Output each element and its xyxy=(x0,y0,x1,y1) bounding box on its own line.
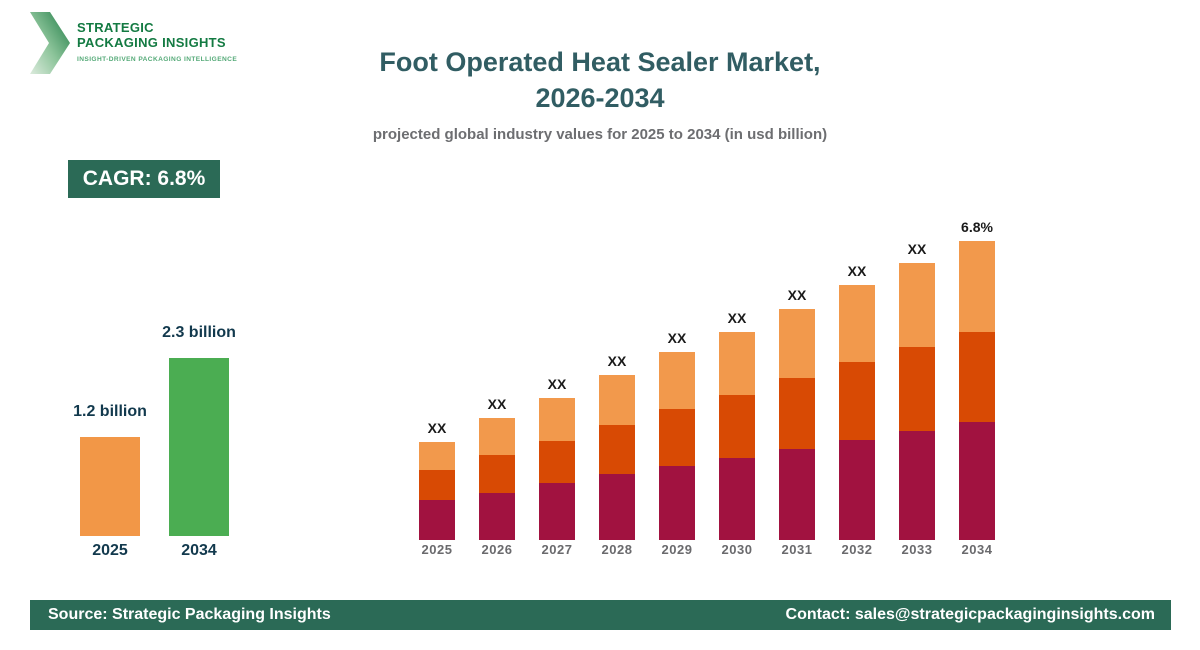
stacked-bar-segment-segment-middle xyxy=(419,470,455,500)
summary-bar-column: 1.2 billion 2025 xyxy=(73,403,147,560)
page-subtitle: projected global industry values for 202… xyxy=(372,126,828,143)
stacked-bar-value-label: XX xyxy=(667,330,687,346)
stacked-bar-segment-segment-top xyxy=(659,352,695,409)
brand-tagline: INSIGHT-DRIVEN PACKAGING INTELLIGENCE xyxy=(77,56,238,63)
stacked-bar-value-label: XX xyxy=(427,420,447,436)
stacked-bar-segment-segment-bottom xyxy=(719,458,755,540)
stacked-bar-segment-segment-middle xyxy=(599,425,635,474)
stacked-bar-segment-segment-bottom xyxy=(419,500,455,540)
summary-bar-year-label: 2034 xyxy=(181,542,217,559)
stacked-bar-segment-segment-bottom xyxy=(479,493,515,540)
summary-bar-value-label: 1.2 billion xyxy=(73,403,147,420)
stacked-bar-year-label: 2030 xyxy=(721,542,753,557)
summary-bar-year-label: 2025 xyxy=(92,542,128,559)
footer-bar: Source: Strategic Packaging Insights Con… xyxy=(30,600,1171,630)
stacked-bar-segment-segment-bottom xyxy=(599,474,635,540)
stacked-bar-year-label: 2027 xyxy=(541,542,573,557)
stacked-bar-segment-segment-bottom xyxy=(539,483,575,540)
stacked-bar-column: XX 2026 xyxy=(479,396,515,558)
stacked-bar-year-label: 2025 xyxy=(421,542,453,557)
stacked-bar-year-label: 2032 xyxy=(841,542,873,557)
brand-logo-text: STRATEGIC PACKAGING INSIGHTS INSIGHT-DRI… xyxy=(77,12,237,63)
summary-bar xyxy=(169,358,229,536)
stacked-bar-value-label: XX xyxy=(787,287,807,303)
stacked-bar-column: XX 2033 xyxy=(899,241,935,558)
brand-logo: STRATEGIC PACKAGING INSIGHTS INSIGHT-DRI… xyxy=(30,12,237,74)
summary-bar-column: 2.3 billion 2034 xyxy=(162,324,236,560)
stacked-bar-column: XX 2030 xyxy=(719,310,755,558)
stacked-bar-column: XX 2032 xyxy=(839,263,875,558)
brand-name-line2: PACKAGING INSIGHTS xyxy=(77,35,226,50)
stacked-bar-segment-segment-top xyxy=(839,285,875,362)
stacked-bar-column: XX 2029 xyxy=(659,330,695,558)
cagr-badge-label: CAGR: 6.8% xyxy=(82,167,206,190)
stacked-bar-year-label: 2026 xyxy=(481,542,513,557)
summary-bar-value-label: 2.3 billion xyxy=(162,324,236,341)
stacked-bar-segment-segment-top xyxy=(719,332,755,395)
contact-text: Contact: sales@strategicpackaginginsight… xyxy=(785,606,1155,623)
stacked-bar-segment-segment-middle xyxy=(899,347,935,431)
stacked-bar-segment-segment-top xyxy=(899,263,935,347)
stacked-bar-column: XX 2025 xyxy=(419,420,455,558)
stacked-bar-segment-segment-bottom xyxy=(659,466,695,540)
stacked-bar-column: XX 2031 xyxy=(779,287,815,558)
stacked-bar-value-label: XX xyxy=(607,353,627,369)
stacked-bar-value-label: XX xyxy=(727,310,747,326)
stacked-bar-segment-segment-middle xyxy=(539,441,575,483)
stacked-bar-value-label: XX xyxy=(547,376,567,392)
stacked-bar-segment-segment-bottom xyxy=(779,449,815,540)
stacked-bar-segment-segment-bottom xyxy=(899,431,935,540)
stacked-bar-segment-segment-middle xyxy=(659,409,695,466)
stacked-bar-segment-segment-top xyxy=(959,241,995,332)
stacked-bar-year-label: 2034 xyxy=(961,542,993,557)
stacked-bar-year-label: 2028 xyxy=(601,542,633,557)
stacked-bar-year-label: 2031 xyxy=(781,542,813,557)
stacked-bar-value-label: XX xyxy=(847,263,867,279)
header: Foot Operated Heat Sealer Market, 2026-2… xyxy=(0,44,1200,143)
brand-name-line1: STRATEGIC xyxy=(77,20,154,35)
summary-bar xyxy=(80,437,140,536)
page-title-line2: 2026-2034 xyxy=(535,83,665,113)
stacked-bar-year-label: 2033 xyxy=(901,542,933,557)
stacked-bar-value-label: XX xyxy=(487,396,507,412)
stacked-bar-column: 6.8% 2034 xyxy=(959,219,995,558)
stacked-bar-segment-segment-top xyxy=(779,309,815,378)
stacked-bar-value-label: 6.8% xyxy=(961,219,993,235)
cagr-badge: CAGR: 6.8% xyxy=(68,160,220,198)
stacked-bar-segment-segment-top xyxy=(599,375,635,425)
stacked-bar-segment-segment-top xyxy=(539,398,575,441)
stacked-bar-segment-segment-middle xyxy=(959,332,995,422)
stacked-bar-segment-segment-middle xyxy=(779,378,815,449)
stacked-bar-segment-segment-middle xyxy=(719,395,755,458)
stacked-bar-column: XX 2028 xyxy=(599,353,635,558)
stacked-bar-year-label: 2029 xyxy=(661,542,693,557)
summary-bar-chart: 1.2 billion 2025 2.3 billion 2034 xyxy=(73,324,236,560)
stacked-bar-segment-segment-bottom xyxy=(839,440,875,540)
stacked-bar-segment-segment-middle xyxy=(479,455,515,493)
stacked-bar-value-label: XX xyxy=(907,241,927,257)
stacked-bar-segment-segment-top xyxy=(419,442,455,470)
stacked-bar-segment-segment-bottom xyxy=(959,422,995,540)
stacked-bar-segment-segment-top xyxy=(479,418,515,455)
stacked-bar-column: XX 2027 xyxy=(539,376,575,558)
stacked-bar-segment-segment-middle xyxy=(839,362,875,440)
source-text: Source: Strategic Packaging Insights xyxy=(48,606,331,623)
projection-stacked-bar-chart: XX 2025 XX 2026 XX 2027 XX 2028 XX 2029 XX 2030 XX 20… xyxy=(419,219,995,558)
chevron-arrow-icon xyxy=(30,12,70,74)
page-title-line1: Foot Operated Heat Sealer Market, xyxy=(379,47,821,77)
